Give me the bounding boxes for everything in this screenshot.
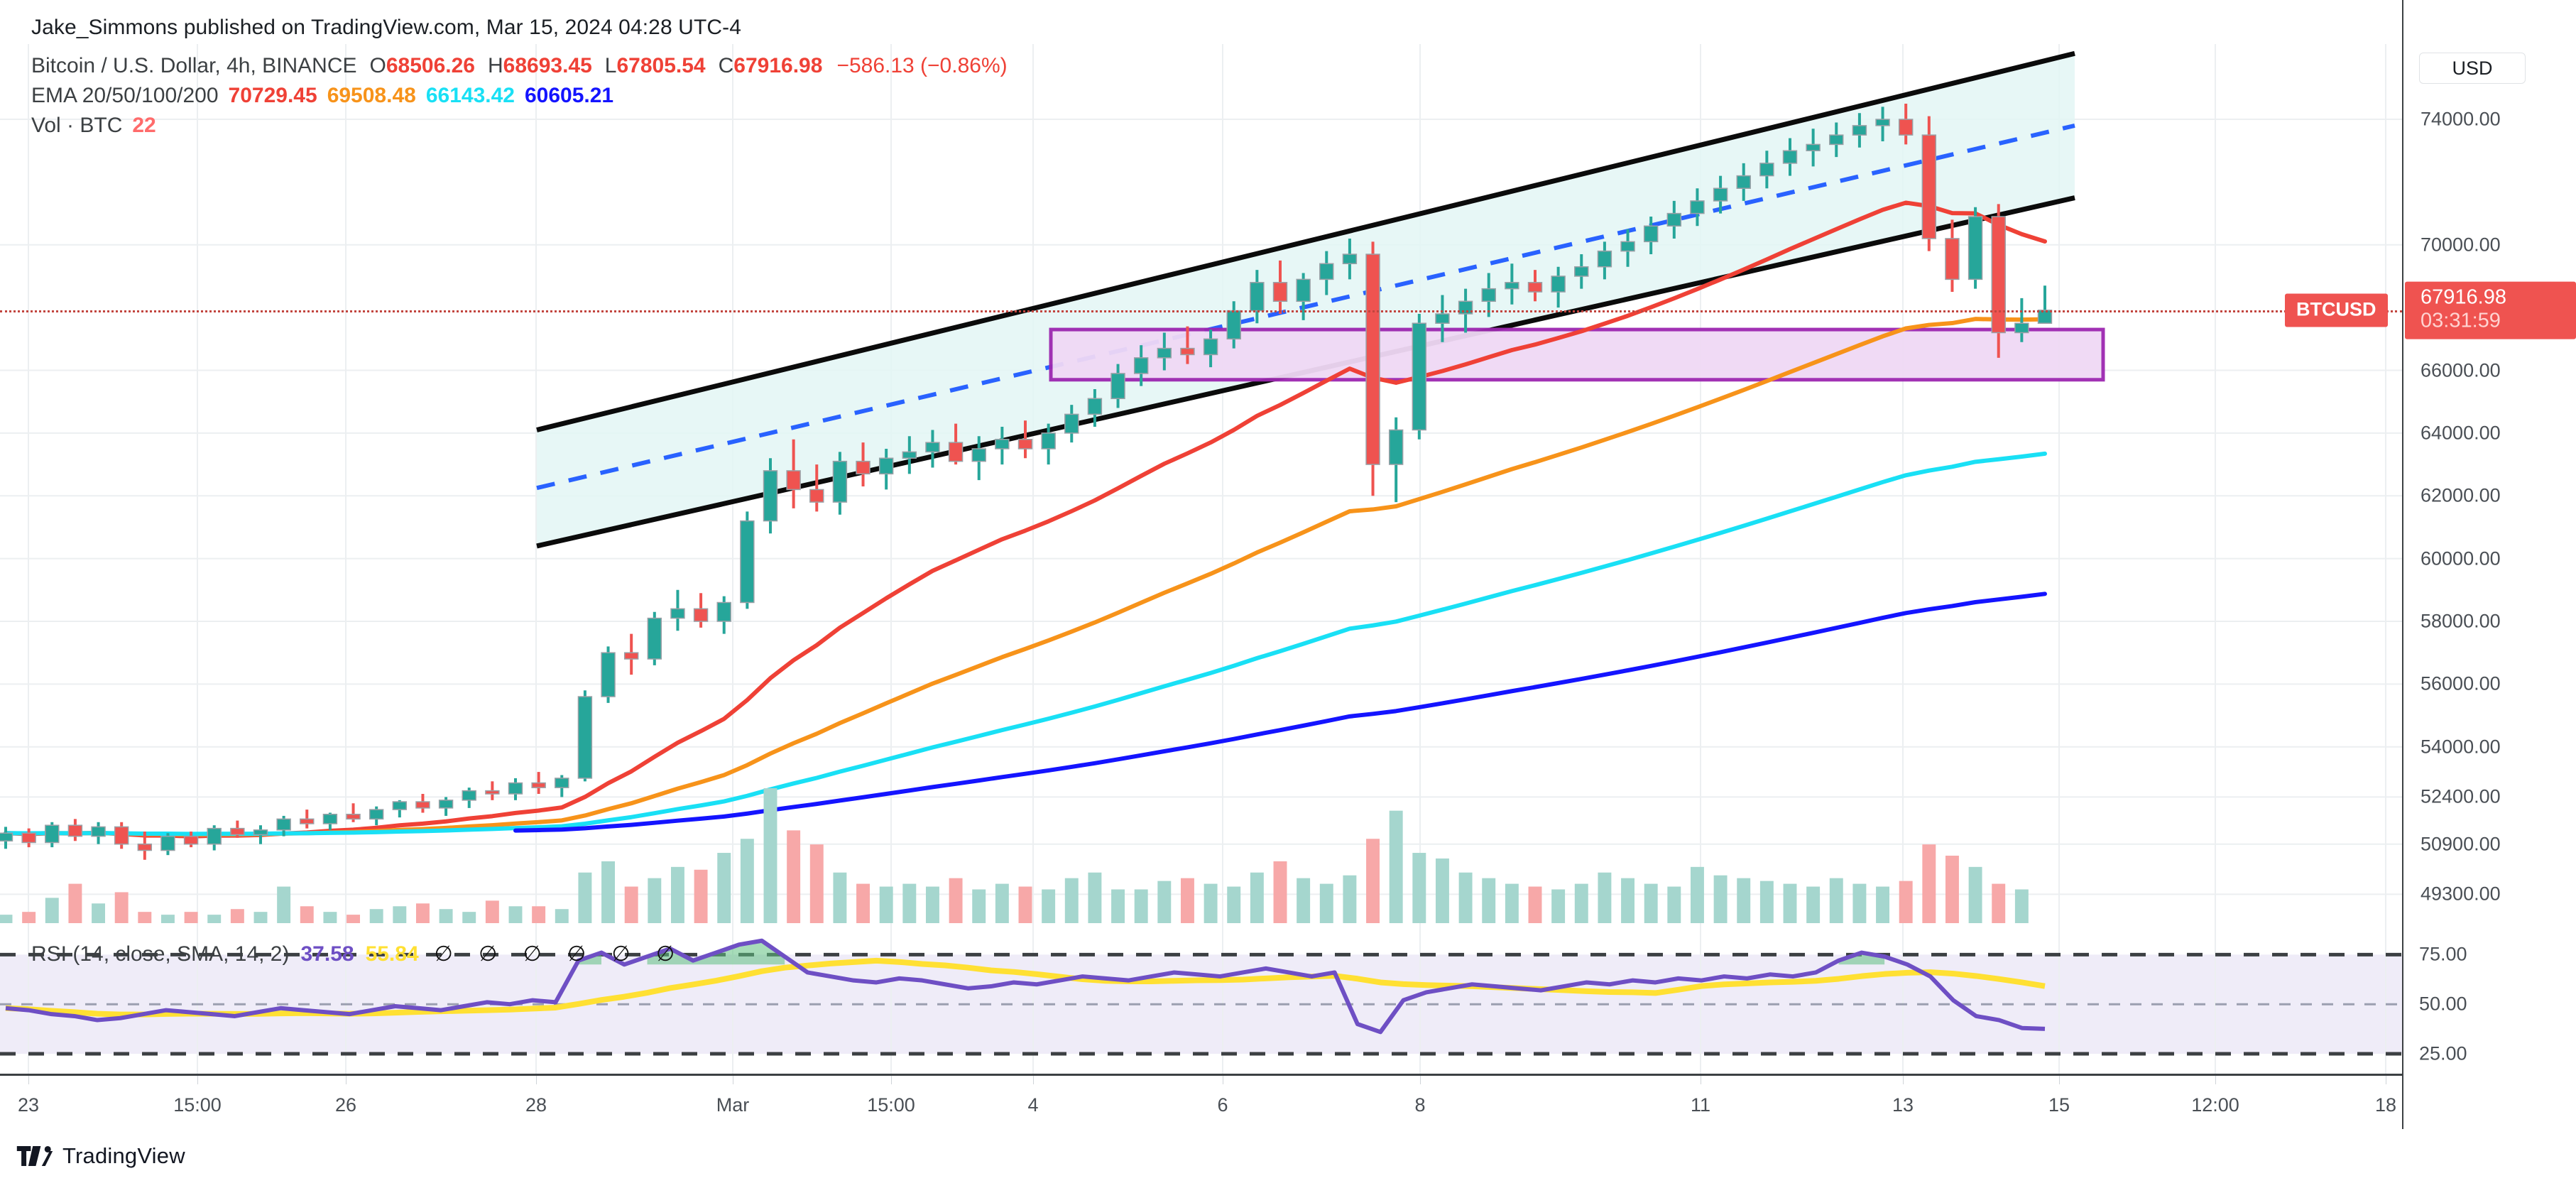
rsi-null-markers: ∅ ∅ ∅ ∅ ∅ ∅ [434, 942, 685, 966]
symbol-legend-row[interactable]: Bitcoin / U.S. Dollar, 4h, BINANCE O 685… [31, 54, 1008, 84]
current-price-badge[interactable]: 67916.98 03:31:59 [2405, 281, 2576, 339]
rsi-pane[interactable] [0, 929, 2402, 1074]
price-axis-tick: 74000.00 [2421, 108, 2501, 130]
price-axis-tick: 52400.00 [2421, 785, 2501, 807]
attribution-text: Jake_Simmons published on TradingView.co… [31, 16, 742, 39]
time-axis-separator [536, 1076, 537, 1084]
price-axis-tick: 64000.00 [2421, 422, 2501, 444]
time-axis-tick: 4 [1027, 1094, 1039, 1116]
rsi-value: 37.58 [300, 942, 354, 966]
price-axis-tick: 58000.00 [2421, 610, 2501, 632]
time-axis-separator [1420, 1076, 1421, 1084]
time-axis-tick: 15:00 [173, 1094, 222, 1116]
tradingview-wordmark: TradingView [62, 1143, 185, 1168]
time-axis-tick: 11 [1690, 1094, 1711, 1116]
ema-legend-row[interactable]: EMA 20/50/100/200 70729.45 69508.48 6614… [31, 84, 1008, 114]
current-price-line [0, 310, 2402, 312]
ticker-tag[interactable]: BTCUSD [2285, 293, 2388, 327]
time-axis-separator [2059, 1076, 2060, 1084]
price-axis-tick: 62000.00 [2421, 484, 2501, 506]
rsi-sma-value: 55.84 [365, 942, 419, 966]
rsi-legend[interactable]: RSI (14, close, SMA, 14, 2) 37.58 55.84 … [31, 942, 684, 966]
time-axis-tick: 6 [1217, 1094, 1228, 1116]
rsi-axis-tick: 75.00 [2419, 943, 2467, 965]
time-axis-separator [1903, 1076, 1904, 1084]
price-chart-svg [0, 44, 2402, 929]
close-label: C [718, 54, 734, 77]
rsi-title: RSI (14, close, SMA, 14, 2) [31, 942, 290, 966]
time-axis-separator [28, 1076, 29, 1084]
ema20-value: 70729.45 [228, 84, 317, 107]
price-axis[interactable]: USD 74000.00 70000.00 66000.00 64000.00 6200… [2402, 0, 2576, 1129]
time-axis-tick: 15:00 [867, 1094, 915, 1116]
time-axis-separator [197, 1076, 198, 1084]
low-value: 67805.54 [616, 54, 706, 77]
time-axis-separator [891, 1076, 892, 1084]
time-axis-separator [2215, 1076, 2216, 1084]
price-axis-tick: 50900.00 [2421, 833, 2501, 855]
time-axis-tick: Mar [716, 1094, 750, 1116]
low-label: L [604, 54, 617, 77]
time-axis[interactable]: 23 15:00 26 28 Mar 15:00 4 6 8 11 13 15 12:00 18 [0, 1074, 2402, 1129]
price-axis-tick: 56000.00 [2421, 672, 2501, 694]
time-axis-tick: 23 [17, 1094, 40, 1116]
current-price-value: 67916.98 [2421, 285, 2506, 309]
ema50-value: 69508.48 [327, 84, 416, 107]
price-axis-tick: 60000.00 [2421, 547, 2501, 570]
volume-title: Vol · BTC [31, 114, 123, 137]
volume-value: 22 [132, 114, 156, 137]
change-value: −586.13 (−0.86%) [836, 54, 1008, 77]
rsi-axis[interactable]: 75.00 50.00 25.00 [2402, 929, 2576, 1074]
time-axis-tick: 8 [1414, 1094, 1426, 1116]
chart-legend: Bitcoin / U.S. Dollar, 4h, BINANCE O 685… [31, 54, 1008, 143]
tradingview-logo[interactable]: TradingView [16, 1143, 185, 1169]
close-value: 67916.98 [733, 54, 823, 77]
time-axis-tick: 18 [2374, 1094, 2397, 1116]
time-axis-tick: 26 [334, 1094, 357, 1116]
time-axis-separator [1033, 1076, 1034, 1084]
currency-chip[interactable]: USD [2419, 53, 2526, 84]
time-axis-tick: 12:00 [2191, 1094, 2239, 1116]
price-axis-tick: 70000.00 [2421, 234, 2501, 256]
price-axis-tick: 49300.00 [2421, 883, 2501, 905]
rsi-axis-tick: 50.00 [2419, 993, 2467, 1015]
volume-legend-row[interactable]: Vol · BTC 22 [31, 114, 1008, 143]
open-value: 68506.26 [386, 54, 475, 77]
bar-countdown: 03:31:59 [2421, 309, 2501, 332]
open-label: O [369, 54, 386, 77]
rsi-chart-svg [0, 929, 2402, 1074]
price-pane[interactable] [0, 44, 2402, 929]
ema100-value: 66143.42 [425, 84, 515, 107]
symbol-title: Bitcoin / U.S. Dollar, 4h, BINANCE [31, 54, 357, 77]
ema-title: EMA 20/50/100/200 [31, 84, 219, 107]
high-label: H [487, 54, 503, 77]
rsi-axis-tick: 25.00 [2419, 1042, 2467, 1064]
time-axis-tick: 28 [525, 1094, 547, 1116]
time-axis-tick: 13 [1892, 1094, 1914, 1116]
ema200-value: 60605.21 [524, 84, 614, 107]
tradingview-mark-icon [16, 1146, 53, 1166]
price-axis-tick: 54000.00 [2421, 736, 2501, 758]
price-axis-tick: 66000.00 [2421, 359, 2501, 381]
time-axis-tick: 15 [2048, 1094, 2070, 1116]
high-value: 68693.45 [503, 54, 592, 77]
